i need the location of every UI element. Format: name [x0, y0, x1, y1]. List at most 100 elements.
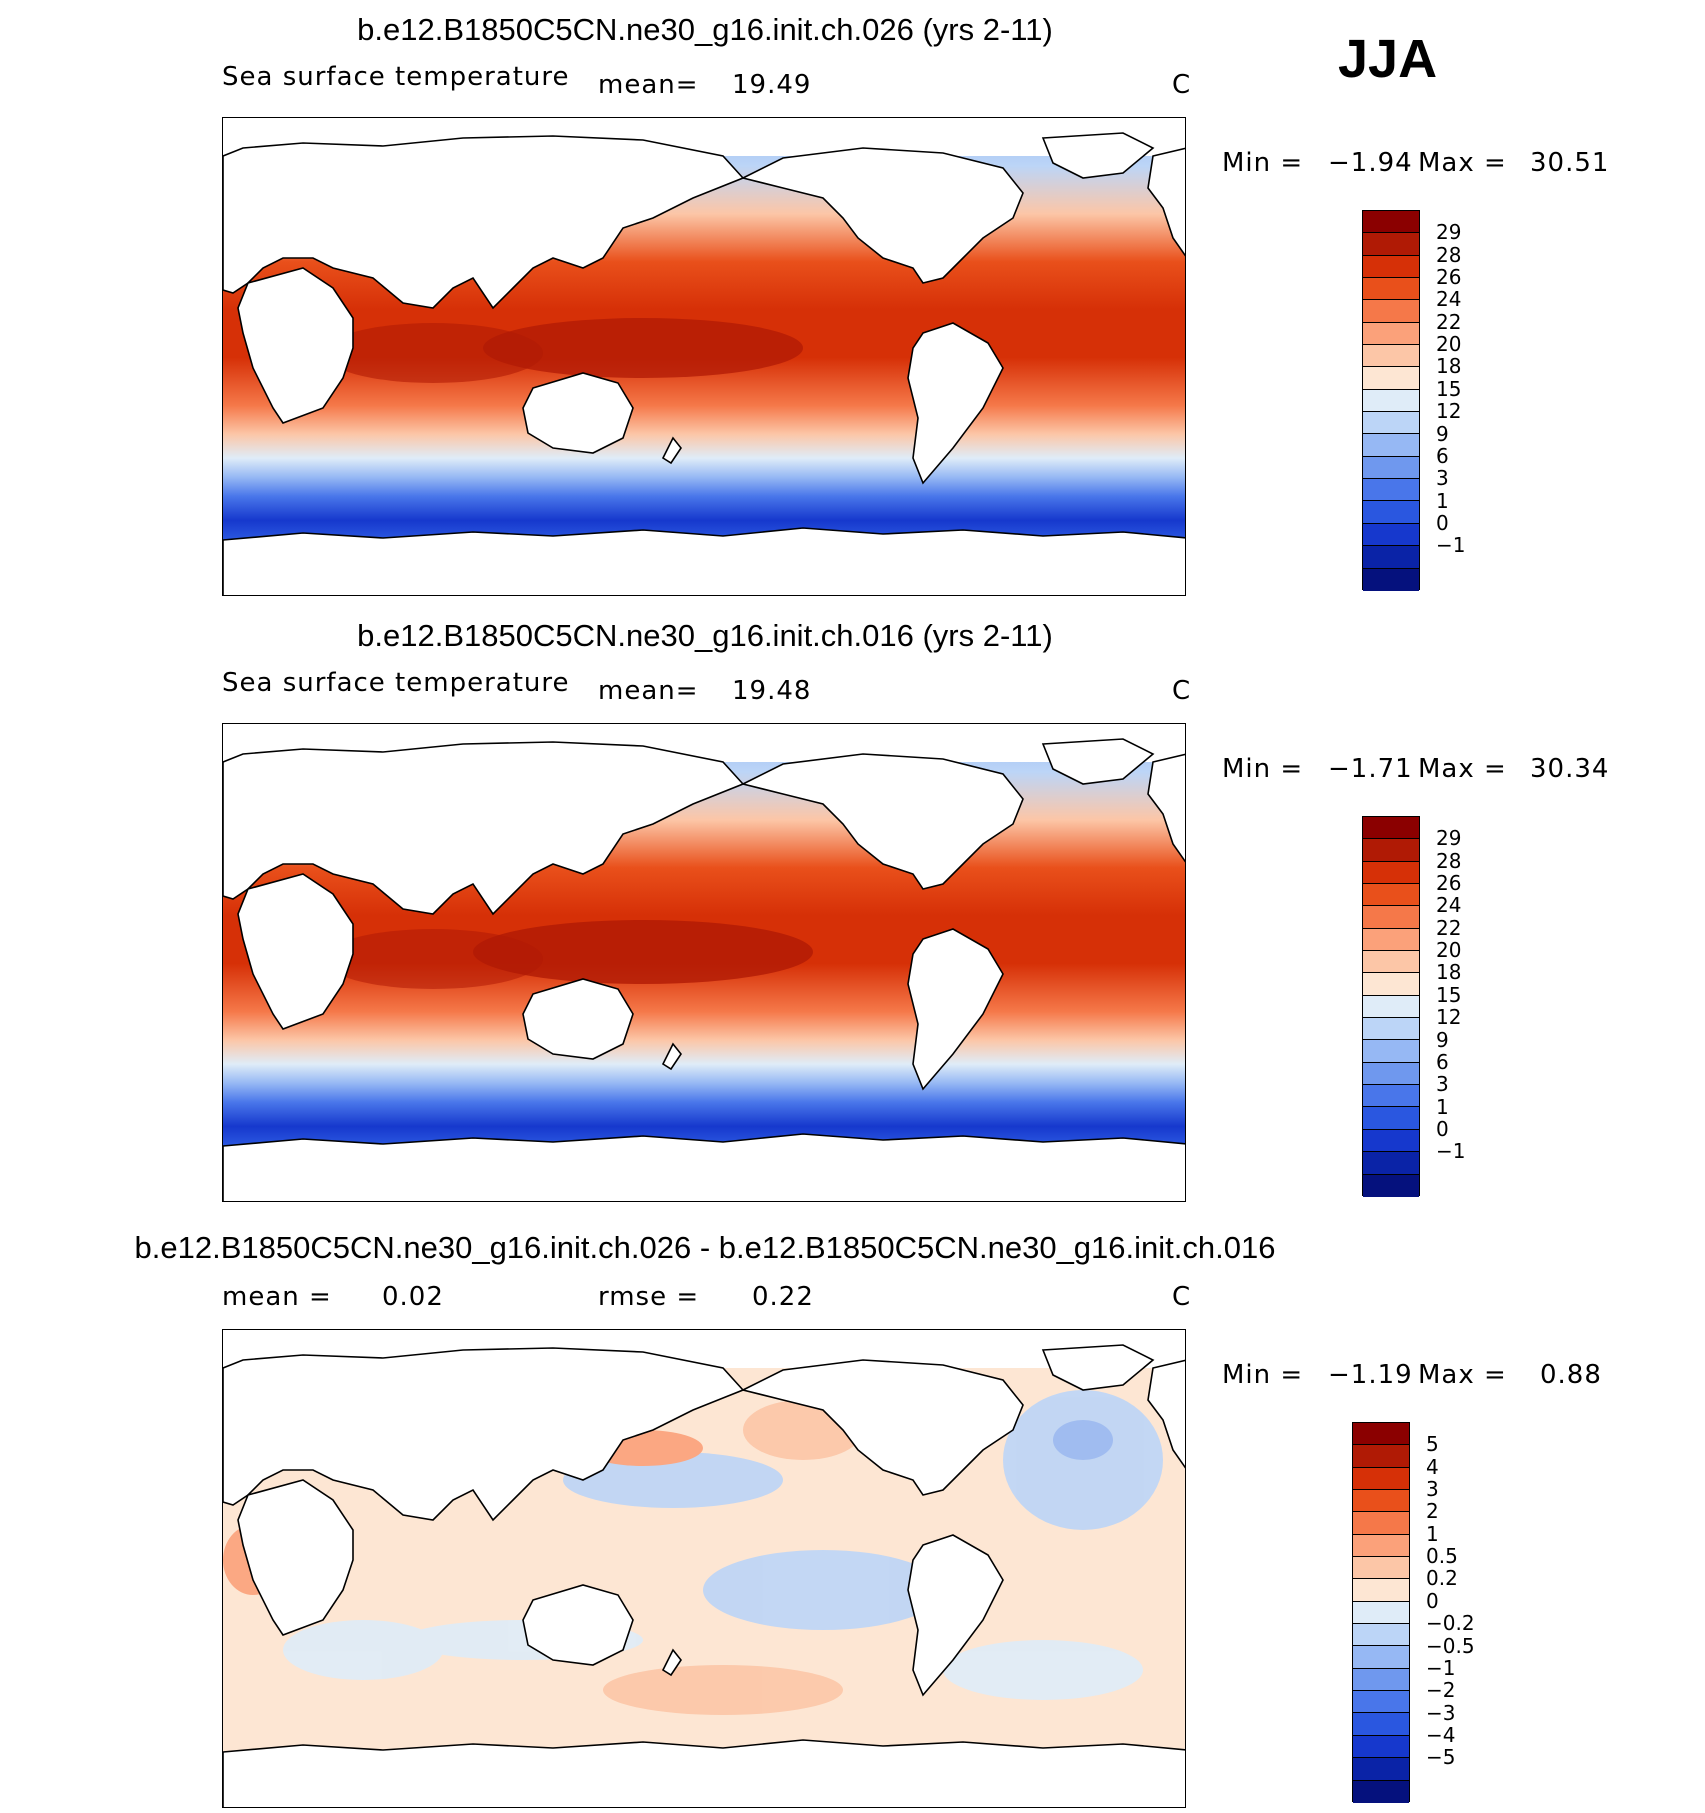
colorbar-segment — [1363, 1174, 1419, 1197]
colorbar-tick-label: 20 — [1436, 332, 1462, 357]
colorbar-tick-label: 20 — [1436, 938, 1462, 963]
colorbar-segment — [1353, 1534, 1409, 1558]
panel-1-max-value: 30.51 — [1530, 148, 1610, 178]
panel-1-mean-label: mean= — [598, 70, 699, 100]
colorbar-tick-label: 0 — [1436, 510, 1449, 535]
colorbar-segment — [1363, 345, 1419, 368]
colorbar-tick-label: 15 — [1436, 982, 1462, 1007]
panel-3-map — [222, 1329, 1186, 1808]
colorbar-tick-label: −1 — [1426, 1655, 1456, 1680]
panel-3-mean-label: mean = — [222, 1282, 332, 1312]
colorbar-segment — [1353, 1423, 1409, 1446]
colorbar-tick-label: 24 — [1436, 893, 1462, 918]
colorbar-segment — [1363, 211, 1419, 234]
panel-3-mean-value: 0.02 — [382, 1282, 444, 1312]
colorbar-tick-label: 0 — [1426, 1588, 1439, 1613]
panel-1-min-label: Min = — [1222, 148, 1304, 178]
colorbar-tick-label: 3 — [1426, 1477, 1439, 1502]
colorbar-segment — [1363, 973, 1419, 996]
colorbar-tick-label: −0.5 — [1426, 1633, 1475, 1658]
colorbar-segment — [1363, 255, 1419, 279]
season-label: JJA — [1338, 29, 1438, 89]
colorbar-segment — [1363, 884, 1419, 907]
colorbar-tick-label: 6 — [1436, 443, 1449, 468]
colorbar-segment — [1363, 456, 1419, 480]
panel-1-title: b.e12.B1850C5CN.ne30_g16.init.ch.026 (yr… — [357, 12, 1053, 47]
panel-1-colorbar — [1362, 210, 1420, 591]
panel-1-max-label: Max = — [1418, 148, 1507, 178]
colorbar-tick-label: 9 — [1436, 421, 1449, 446]
colorbar-segment — [1363, 568, 1419, 591]
colorbar-tick-label: −3 — [1426, 1700, 1456, 1725]
panel-2-min-label: Min = — [1222, 754, 1304, 784]
colorbar-tick-label: −2 — [1426, 1678, 1456, 1703]
panel-2-title: b.e12.B1850C5CN.ne30_g16.init.ch.016 (yr… — [357, 618, 1053, 653]
colorbar-segment — [1363, 501, 1419, 524]
colorbar-tick-label: 3 — [1436, 1072, 1449, 1097]
panel-3-colorbar — [1352, 1422, 1410, 1803]
panel-1-variable: Sea surface temperature — [222, 62, 570, 92]
colorbar-tick-label: −0.2 — [1426, 1611, 1475, 1636]
panel-2-mean-value: 19.48 — [732, 676, 812, 706]
colorbar-segment — [1353, 1467, 1409, 1491]
colorbar-segment — [1363, 389, 1419, 413]
colorbar-segment — [1363, 412, 1419, 435]
colorbar-tick-label: 9 — [1436, 1027, 1449, 1052]
colorbar-segment — [1363, 322, 1419, 346]
colorbar-tick-label: 12 — [1436, 399, 1462, 424]
colorbar-segment — [1363, 367, 1419, 390]
colorbar-segment — [1353, 1445, 1409, 1468]
panel-2-max-value: 30.34 — [1530, 754, 1610, 784]
colorbar-tick-label: 0.5 — [1426, 1544, 1458, 1569]
colorbar-segment — [1363, 1062, 1419, 1086]
colorbar-segment — [1363, 928, 1419, 952]
panel-2-mean-label: mean= — [598, 676, 699, 706]
colorbar-tick-label: 24 — [1436, 287, 1462, 312]
colorbar-tick-label: 12 — [1436, 1005, 1462, 1030]
panel-3-min-label: Min = — [1222, 1360, 1304, 1390]
colorbar-tick-label: −1 — [1436, 1139, 1466, 1164]
colorbar-segment — [1353, 1512, 1409, 1535]
colorbar-segment — [1363, 300, 1419, 323]
colorbar-segment — [1363, 951, 1419, 974]
colorbar-segment — [1363, 1040, 1419, 1063]
colorbar-tick-label: −1 — [1436, 533, 1466, 558]
colorbar-tick-label: 3 — [1436, 466, 1449, 491]
panel-3-title: b.e12.B1850C5CN.ne30_g16.init.ch.026 - b… — [134, 1230, 1276, 1265]
colorbar-tick-label: 18 — [1436, 354, 1462, 379]
colorbar-segment — [1353, 1735, 1409, 1759]
colorbar-tick-label: 22 — [1436, 915, 1462, 940]
colorbar-segment — [1353, 1668, 1409, 1692]
colorbar-tick-label: 15 — [1436, 376, 1462, 401]
colorbar-segment — [1363, 817, 1419, 840]
colorbar-tick-label: 4 — [1426, 1454, 1439, 1479]
panel-1-mean-value: 19.49 — [732, 70, 812, 100]
colorbar-tick-label: 26 — [1436, 871, 1462, 896]
colorbar-segment — [1363, 546, 1419, 569]
colorbar-segment — [1353, 1691, 1409, 1714]
colorbar-tick-label: 0 — [1436, 1116, 1449, 1141]
colorbar-segment — [1363, 995, 1419, 1019]
colorbar-segment — [1363, 839, 1419, 862]
colorbar-tick-label: 26 — [1436, 265, 1462, 290]
colorbar-tick-label: 29 — [1436, 220, 1462, 245]
panel-2-min-value: −1.71 — [1328, 754, 1413, 784]
colorbar-tick-label: 1 — [1436, 1094, 1449, 1119]
colorbar-segment — [1353, 1579, 1409, 1602]
colorbar-segment — [1353, 1713, 1409, 1736]
colorbar-segment — [1363, 278, 1419, 301]
colorbar-segment — [1353, 1557, 1409, 1580]
colorbar-segment — [1353, 1646, 1409, 1669]
colorbar-tick-label: 2 — [1426, 1499, 1439, 1524]
colorbar-segment — [1363, 233, 1419, 256]
colorbar-segment — [1363, 1085, 1419, 1108]
colorbar-tick-label: 18 — [1436, 960, 1462, 985]
colorbar-segment — [1353, 1601, 1409, 1625]
panel-3-max-value: 0.88 — [1540, 1360, 1602, 1390]
colorbar-segment — [1363, 1107, 1419, 1130]
panel-1-units: C — [1172, 70, 1192, 100]
colorbar-tick-label: 0.2 — [1426, 1566, 1458, 1591]
colorbar-tick-label: 28 — [1436, 848, 1462, 873]
panel-2-max-label: Max = — [1418, 754, 1507, 784]
colorbar-segment — [1353, 1624, 1409, 1647]
